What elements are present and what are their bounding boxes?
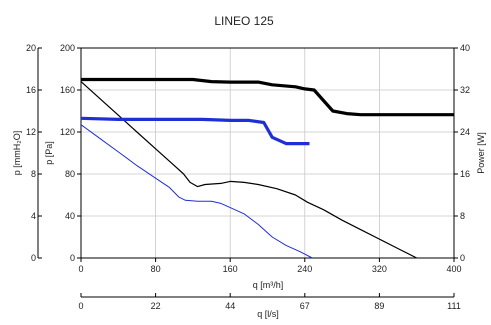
y-outer-tick-label: 4 <box>31 211 36 221</box>
y-right-tick-label: 0 <box>460 253 465 263</box>
x-tick-label: 160 <box>223 264 238 274</box>
x2-tick-label: 89 <box>374 301 384 311</box>
y-tick-label: 40 <box>65 211 75 221</box>
y-tick-label: 120 <box>60 127 75 137</box>
y-outer-tick-label: 20 <box>26 43 36 53</box>
y-tick-label: 160 <box>60 85 75 95</box>
y-axis-title: p [Pa] <box>44 141 54 165</box>
x2-tick-label: 111 <box>447 301 461 311</box>
x2-tick-label: 0 <box>78 301 83 311</box>
y-outer-axis-title: p [mmH₂O] <box>12 131 22 176</box>
y-right-tick-label: 8 <box>460 211 465 221</box>
power-curve-2 <box>81 77 454 117</box>
y-right-tick-label: 16 <box>460 169 470 179</box>
y-right-tick-label: 24 <box>460 127 470 137</box>
x-tick-label: 80 <box>151 264 161 274</box>
chart-title: LINEO 125 <box>214 14 274 28</box>
x2-tick-label: 22 <box>151 301 161 311</box>
x2-tick-label: 44 <box>225 301 235 311</box>
y-outer-tick-label: 0 <box>31 253 36 263</box>
axis-layer <box>37 47 458 298</box>
series-layer <box>80 77 454 259</box>
y-right-tick-label: 32 <box>460 85 470 95</box>
plot-frame <box>80 47 455 259</box>
x-tick-label: 400 <box>446 264 461 274</box>
pressure-curve-1 <box>80 124 313 259</box>
x2-tick-label: 67 <box>300 301 310 311</box>
y-right-axis-title: Power [W] <box>476 132 486 174</box>
y-outer-tick-label: 16 <box>26 85 36 95</box>
y-outer-tick-label: 8 <box>31 169 36 179</box>
x2-axis-title: q [l/s] <box>257 309 279 319</box>
power-curve-3 <box>80 116 310 146</box>
x-tick-label: 320 <box>372 264 387 274</box>
x-tick-label: 0 <box>78 264 83 274</box>
y-right-tick-label: 40 <box>460 43 470 53</box>
y-tick-label: 80 <box>65 169 75 179</box>
y-tick-label: 0 <box>70 253 75 263</box>
y-tick-label: 200 <box>60 43 75 53</box>
x-axis-title: q [m³/h] <box>253 280 284 290</box>
y-outer-tick-label: 12 <box>26 127 36 137</box>
x-tick-label: 240 <box>297 264 312 274</box>
pressure-curve-0 <box>80 81 417 259</box>
